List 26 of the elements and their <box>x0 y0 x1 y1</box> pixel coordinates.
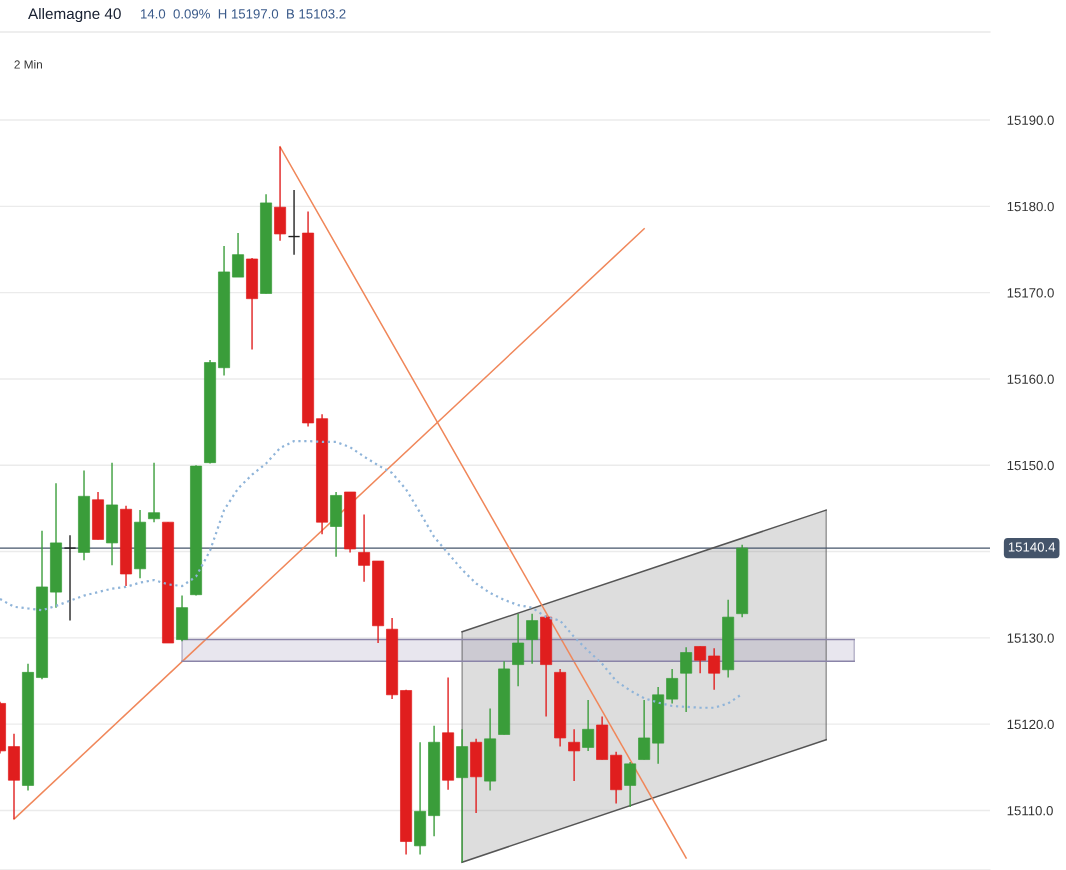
candlestick <box>232 232 244 278</box>
y-tick-label: 15190.0 <box>1007 115 1054 125</box>
y-tick-label: 15180.0 <box>1007 201 1054 212</box>
y-tick-label: 15160.0 <box>1007 374 1054 384</box>
y-tick-label: 15170.0 <box>1007 288 1054 298</box>
candlestick <box>582 699 595 752</box>
candlestick <box>148 461 160 523</box>
candlestick <box>666 668 679 705</box>
annotation: 2 Min <box>14 60 42 69</box>
candlestick <box>568 728 581 782</box>
candlestick <box>624 761 637 808</box>
y-tick-label: 15120.0 <box>1007 719 1054 730</box>
candlestick <box>358 513 371 583</box>
candlestick <box>680 646 693 713</box>
y-tick-label: 15130.0 <box>1007 633 1054 643</box>
chart-subtitle: 14.0 0.09% H 15197.0 B 15103.2 <box>141 9 346 19</box>
candlestick <box>526 612 539 665</box>
candlestick <box>63 534 77 622</box>
candlestick <box>694 645 707 674</box>
y-tick-label: 15150.0 <box>1007 460 1054 471</box>
candlestick <box>638 699 651 761</box>
ref-line-label: 15140.4 <box>1008 542 1056 552</box>
candlestick <box>708 647 721 691</box>
candlestick <box>512 612 525 687</box>
chart-title: Allemagne 40 <box>28 7 121 23</box>
y-tick-label: 15110.0 <box>1007 806 1053 816</box>
